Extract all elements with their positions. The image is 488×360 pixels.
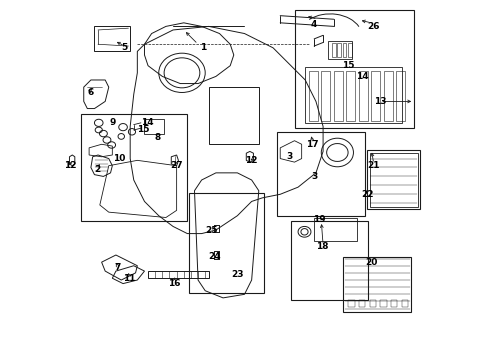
Bar: [347, 43, 351, 57]
Bar: [328, 41, 351, 59]
Bar: [337, 43, 340, 57]
Bar: [294, 10, 413, 128]
Text: 14: 14: [355, 72, 368, 81]
Bar: [277, 132, 364, 216]
Text: 5: 5: [122, 43, 128, 52]
Text: 17: 17: [305, 140, 318, 149]
Bar: [208, 87, 258, 144]
Bar: [342, 43, 346, 57]
Bar: [333, 71, 342, 121]
Bar: [380, 300, 386, 307]
Text: 12: 12: [245, 156, 257, 165]
Text: 1: 1: [200, 43, 206, 52]
Text: 6: 6: [87, 88, 93, 97]
Text: 15: 15: [341, 61, 354, 70]
Bar: [395, 71, 405, 121]
Text: 12: 12: [64, 161, 76, 170]
Text: 21: 21: [367, 161, 379, 170]
Text: 24: 24: [207, 252, 220, 261]
Text: 19: 19: [312, 215, 325, 224]
Bar: [358, 71, 367, 121]
Text: 18: 18: [315, 242, 328, 251]
Text: 9: 9: [109, 118, 115, 127]
Bar: [189, 193, 264, 293]
Text: 16: 16: [167, 279, 180, 288]
Text: 2: 2: [94, 165, 100, 174]
Bar: [313, 217, 356, 241]
Bar: [346, 71, 354, 121]
Bar: [342, 257, 410, 312]
Text: 22: 22: [361, 190, 373, 199]
Bar: [305, 67, 401, 123]
Text: 7: 7: [114, 263, 121, 272]
Bar: [331, 43, 335, 57]
Bar: [401, 300, 407, 307]
Bar: [144, 119, 164, 134]
Text: 3: 3: [285, 152, 292, 161]
Text: 25: 25: [205, 225, 218, 234]
Text: 14: 14: [141, 118, 153, 127]
Bar: [390, 300, 397, 307]
Bar: [369, 153, 417, 207]
Text: 3: 3: [310, 172, 317, 181]
Text: 20: 20: [365, 258, 377, 267]
Text: 8: 8: [155, 132, 161, 141]
Text: 23: 23: [231, 270, 243, 279]
Text: 15: 15: [137, 126, 150, 135]
Text: 13: 13: [373, 97, 386, 106]
Text: 10: 10: [112, 154, 125, 163]
Bar: [81, 114, 187, 221]
Text: 26: 26: [366, 22, 379, 31]
Text: 11: 11: [123, 274, 136, 283]
Bar: [94, 26, 130, 51]
Bar: [347, 300, 354, 307]
Bar: [358, 300, 365, 307]
Bar: [383, 71, 392, 121]
Bar: [370, 71, 380, 121]
Text: 4: 4: [310, 20, 317, 29]
Text: 27: 27: [170, 161, 183, 170]
Bar: [308, 71, 317, 121]
Bar: [369, 300, 375, 307]
Bar: [290, 221, 367, 300]
Bar: [366, 150, 419, 208]
Bar: [321, 71, 329, 121]
